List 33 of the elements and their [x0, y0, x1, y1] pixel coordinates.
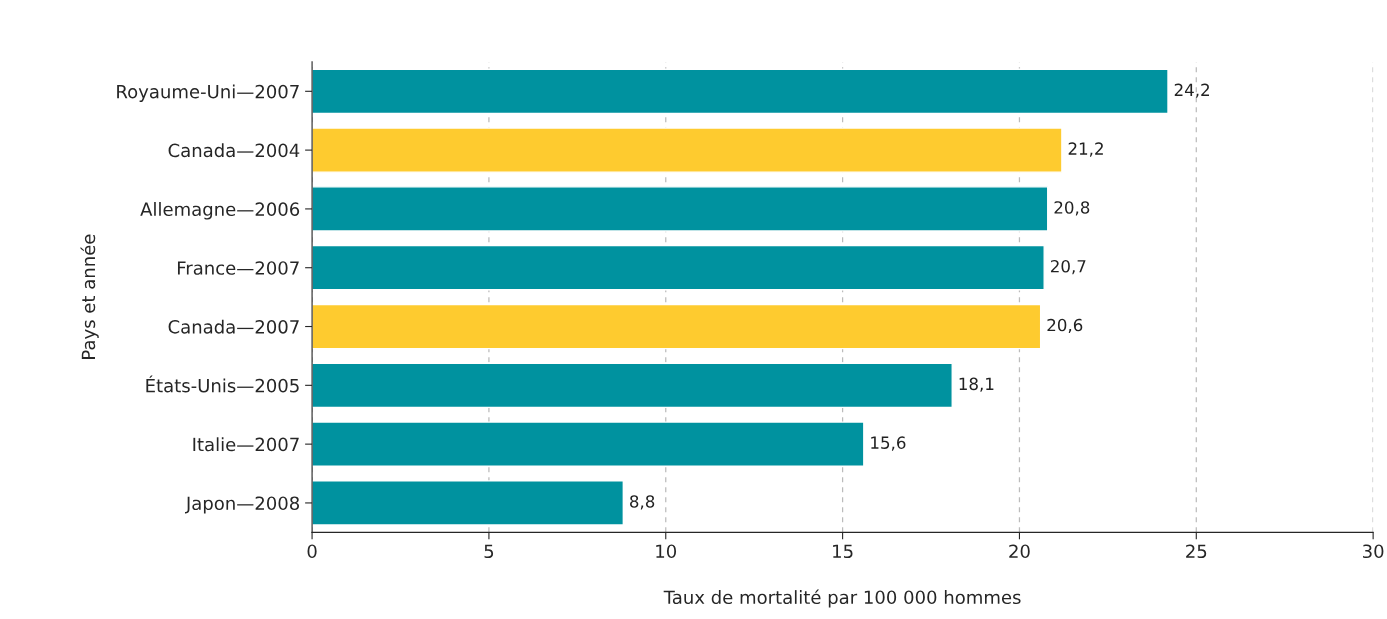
- x-axis-title: Taux de mortalité par 100 000 hommes: [663, 589, 1021, 608]
- bar: [312, 127, 1063, 173]
- x-tick-label: 5: [484, 544, 494, 559]
- data-label: 20,7: [1050, 259, 1086, 275]
- bar: [312, 303, 1042, 350]
- x-tick-label: 15: [833, 544, 853, 559]
- data-label: 15,6: [871, 436, 906, 451]
- y-tick-label: Canada—2004: [168, 143, 300, 158]
- bar: [312, 186, 1049, 232]
- y-tick-label: Canada—2007: [168, 319, 299, 334]
- bar: [312, 68, 1169, 115]
- y-tick-label: États-Unis—2005: [146, 375, 299, 393]
- data-label: 20,8: [1054, 201, 1090, 216]
- x-tick-label: 0: [307, 544, 317, 559]
- y-tick-label: Italie—2007: [193, 437, 299, 452]
- bar: [312, 244, 1045, 291]
- data-label: 8,8: [630, 495, 655, 510]
- y-tick-label: Royaume-Uni—2007: [117, 84, 299, 102]
- y-tick-label: France—2007: [177, 261, 299, 275]
- data-label: 18,1: [959, 377, 994, 392]
- data-label: 24,2: [1174, 83, 1209, 98]
- x-tick-label: 10: [656, 544, 677, 559]
- data-label: 21,2: [1068, 142, 1103, 157]
- x-tick-label: 20: [1009, 544, 1030, 559]
- data-label: 20,6: [1047, 318, 1083, 334]
- x-tick-label: 25: [1186, 544, 1207, 559]
- bar: [312, 362, 953, 409]
- x-tick-label: 30: [1363, 544, 1384, 559]
- y-axis-title: Pays et année: [80, 234, 99, 359]
- y-tick-label: Japon—2008: [184, 496, 300, 514]
- bar: [312, 421, 865, 467]
- y-tick-label: Allemagne—2006: [140, 202, 300, 220]
- bar: [312, 480, 625, 526]
